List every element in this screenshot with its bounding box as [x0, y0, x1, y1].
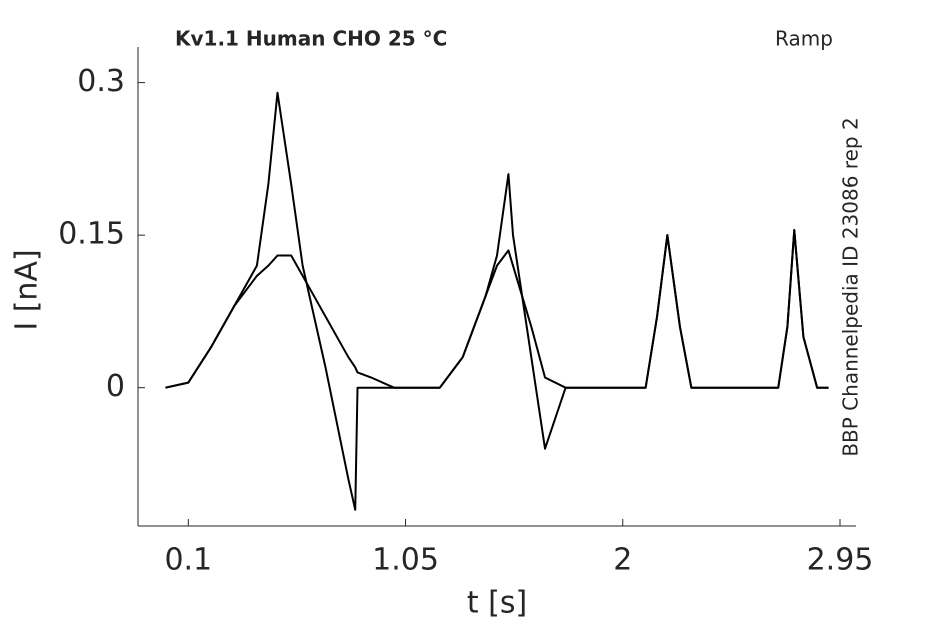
- y-tick-label: 0.15: [58, 217, 125, 252]
- annotation: BBP Channelpedia ID 23086 rep 2: [839, 117, 863, 456]
- y-tick-label: 0.3: [77, 64, 125, 99]
- x-axis-label: t [s]: [467, 586, 527, 621]
- trace: [165, 229, 829, 389]
- x-tick-label: 0.1: [164, 543, 212, 578]
- y-tick-label: 0: [106, 369, 125, 404]
- x-tick-label: 2: [613, 543, 632, 578]
- y-axis-label: I [nA]: [10, 249, 45, 330]
- trace: [165, 91, 829, 511]
- x-tick-label: 1.05: [372, 543, 439, 578]
- annotation: Ramp: [775, 27, 833, 51]
- chart-title: Kv1.1 Human CHO 25 °C: [175, 27, 447, 51]
- x-tick-label: 2.95: [807, 543, 874, 578]
